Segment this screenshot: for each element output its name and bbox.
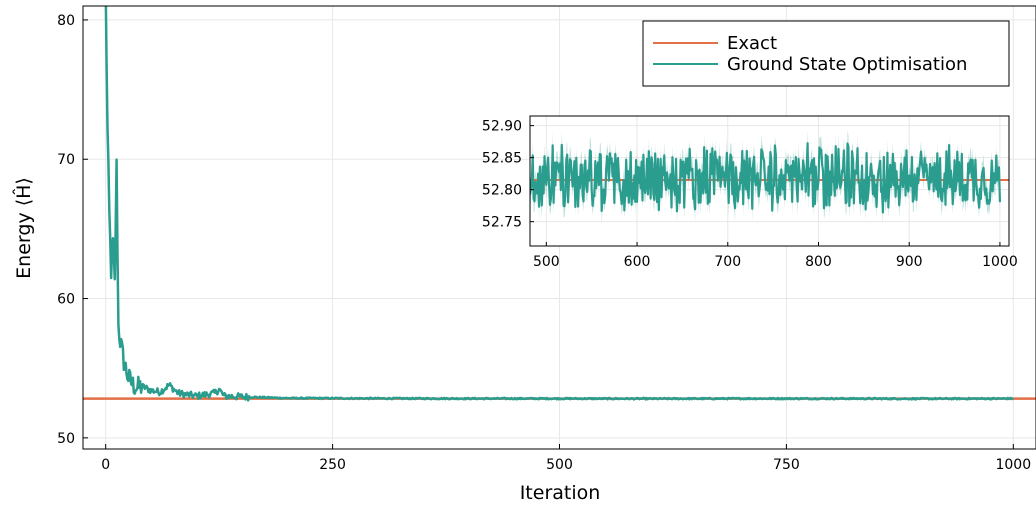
main-x-tick-label: 1000 [995,457,1031,473]
inset-x-tick-label: 1000 [982,254,1018,270]
inset-plot-frame [529,115,1010,247]
inset-optimisation-line [530,142,1002,214]
legend-label-exact: Exact [727,33,777,54]
legend-label-optimisation: Ground State Optimisation [727,54,967,75]
inset-y-tick-label: 52.75 [482,215,522,231]
main-y-ticks: 50 60 70 80 [57,13,88,447]
main-y-tick-label: 60 [57,292,75,308]
inset-y-tick-label: 52.85 [482,151,522,167]
inset-series-layer [530,129,1009,227]
main-grid [83,6,1036,449]
main-y-tick-label: 70 [57,152,75,168]
inset-x-tick-label: 900 [896,254,923,270]
main-y-tick-label: 50 [57,431,75,447]
main-optimisation-line [104,6,1014,402]
main-x-tick-label: 750 [773,457,800,473]
main-x-tick-label: 500 [546,457,573,473]
inset-y-tick-label: 52.90 [482,119,522,135]
inset-x-tick-label: 800 [805,254,832,270]
x-axis-label: Iteration [520,482,601,504]
inset-x-ticks: 500 600 700 800 900 1000 [533,242,1018,270]
inset-x-tick-label: 500 [533,254,560,270]
main-x-tick-label: 0 [101,457,110,473]
inset-x-tick-label: 700 [714,254,741,270]
main-x-ticks: 0 250 500 750 1000 [101,444,1031,473]
inset-x-tick-label: 600 [624,254,651,270]
legend-box [642,20,1010,87]
legend: Exact Ground State Optimisation [642,20,1010,87]
inset-y-tick-label: 52.80 [482,183,522,199]
main-series-layer [83,6,1036,402]
main-y-tick-label: 80 [57,13,75,29]
y-axis-label: Energy ⟨Ĥ⟩ [12,177,35,279]
main-x-tick-label: 250 [319,457,346,473]
inset-y-ticks: 52.75 52.80 52.85 52.90 [482,119,534,231]
